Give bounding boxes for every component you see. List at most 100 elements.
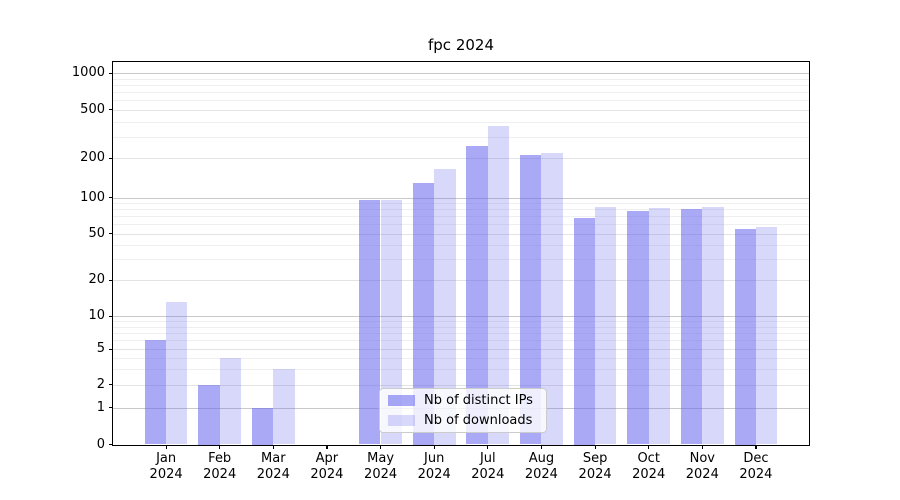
bar-ips-jun (412, 182, 435, 445)
bar-ips-sep (573, 217, 595, 445)
bar-downloads-sep (595, 206, 617, 445)
y-tick-label: 500 (80, 101, 105, 117)
y-tick (109, 72, 113, 74)
minor-gridline (113, 321, 809, 322)
y-tick-label: 5 (96, 341, 105, 356)
x-tick (540, 444, 543, 449)
major-gridline (113, 349, 809, 350)
bar-ips-nov (680, 209, 703, 445)
x-tick (272, 444, 274, 449)
y-tick-label: 10 (88, 308, 105, 323)
bar-ips-may (359, 200, 381, 445)
y-tick (109, 315, 113, 317)
minor-gridline (113, 368, 809, 370)
y-tick-label: 0 (96, 436, 105, 452)
y-tick-label: 200 (80, 150, 105, 165)
legend-row-distinct-ips: Nb of distinct IPs (388, 392, 546, 410)
minor-gridline (113, 259, 809, 261)
x-tick-label: Oct 2024 (632, 451, 666, 482)
y-tick (109, 157, 113, 159)
major-gridline (113, 280, 809, 281)
x-tick (165, 444, 167, 449)
y-tick-label: 50 (88, 225, 105, 241)
bar-downloads-feb (219, 357, 242, 445)
major-gridline (113, 73, 809, 74)
x-tick (219, 444, 221, 449)
bar-downloads-jan (166, 302, 188, 445)
bar-ips-mar (251, 407, 274, 445)
major-gridline (113, 233, 809, 235)
y-tick (109, 197, 113, 199)
major-gridline (113, 384, 809, 386)
y-tick-label: 20 (88, 272, 105, 287)
x-tick (648, 444, 650, 449)
minor-gridline (113, 203, 809, 204)
minor-gridline (113, 100, 809, 101)
x-tick-label: Dec 2024 (739, 451, 773, 482)
x-tick-label: Jan 2024 (149, 451, 183, 482)
minor-gridline (113, 326, 809, 328)
x-tick-label: Nov 2024 (685, 451, 719, 482)
x-tick (701, 444, 703, 449)
legend-swatch-downloads (388, 415, 415, 426)
major-gridline (113, 158, 809, 159)
x-tick (380, 444, 382, 449)
minor-gridline (113, 121, 809, 123)
minor-gridline (113, 340, 809, 342)
legend: Nb of distinct IPs Nb of downloads (379, 388, 547, 433)
minor-gridline (113, 224, 809, 225)
minor-gridline (113, 136, 809, 138)
y-tick (109, 407, 113, 409)
major-gridline (113, 109, 809, 111)
bar-ips-feb (198, 384, 220, 445)
x-tick (433, 444, 435, 449)
y-tick (109, 279, 113, 281)
bar-downloads-dec (755, 226, 778, 445)
bar-downloads-aug (541, 153, 563, 445)
x-tick-label: Apr 2024 (310, 451, 344, 482)
bar-downloads-jul (487, 126, 510, 445)
bar-ips-jul (466, 146, 488, 445)
minor-gridline (113, 216, 809, 217)
major-gridline (113, 197, 809, 199)
bar-downloads-nov (702, 206, 724, 445)
x-tick-label: Sep 2024 (578, 451, 612, 482)
y-tick (109, 109, 113, 111)
y-tick-label: 1000 (71, 65, 105, 80)
bar-ips-aug (520, 155, 542, 445)
minor-gridline (113, 91, 809, 93)
bar-ips-oct (627, 211, 649, 445)
y-tick-label: 1 (96, 399, 105, 415)
minor-gridline (113, 357, 809, 359)
legend-swatch-distinct-ips (388, 395, 415, 406)
bar-ips-dec (734, 228, 756, 445)
bar-downloads-may (380, 200, 402, 445)
x-tick-label: Feb 2024 (203, 451, 237, 482)
x-tick-label: May 2024 (364, 451, 398, 482)
minor-gridline (113, 209, 809, 211)
x-tick (487, 444, 489, 449)
minor-gridline (113, 333, 809, 334)
legend-label-downloads: Nb of downloads (424, 413, 533, 428)
y-tick-label: 2 (96, 376, 105, 392)
bar-downloads-jun (434, 169, 456, 445)
x-tick-label: Jul 2024 (471, 451, 505, 482)
y-tick (109, 348, 113, 350)
x-tick (755, 444, 757, 449)
x-tick-label: Jun 2024 (417, 451, 451, 482)
x-tick (594, 444, 596, 449)
bar-downloads-oct (648, 207, 671, 445)
legend-row-downloads: Nb of downloads (388, 412, 546, 430)
major-gridline (113, 316, 809, 317)
y-tick (109, 444, 113, 446)
x-tick (326, 444, 328, 449)
chart-title: fpc 2024 (428, 36, 494, 54)
y-tick-label: 100 (80, 189, 105, 205)
legend-label-distinct-ips: Nb of distinct IPs (424, 393, 533, 408)
x-tick-label: Mar 2024 (256, 451, 290, 482)
bar-downloads-mar (273, 368, 295, 445)
y-tick (109, 233, 113, 235)
y-tick (109, 384, 113, 386)
bar-ips-jan (144, 340, 166, 445)
